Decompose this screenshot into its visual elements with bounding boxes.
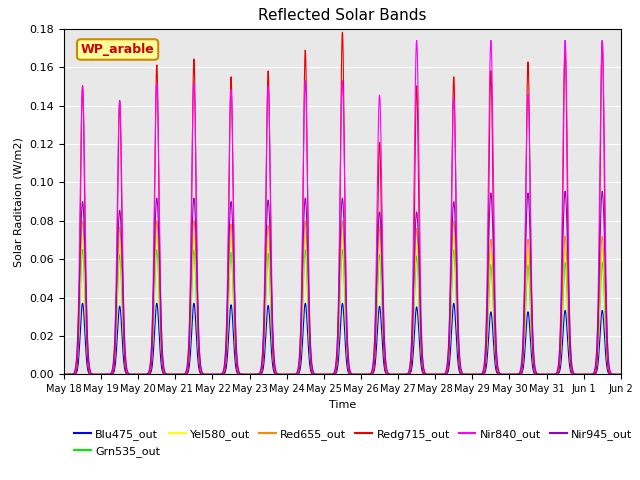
Redg715_out: [160, 371, 168, 377]
X-axis label: Time: Time: [329, 400, 356, 409]
Nir945_out: [60, 372, 68, 377]
Nir945_out: [322, 372, 330, 377]
Line: Nir945_out: Nir945_out: [64, 191, 621, 374]
Blu475_out: [467, 372, 475, 377]
Yel580_out: [616, 372, 624, 377]
Nir840_out: [499, 372, 506, 377]
Grn535_out: [161, 371, 168, 376]
Line: Grn535_out: Grn535_out: [64, 250, 621, 374]
Blu475_out: [436, 372, 444, 377]
Yel580_out: [499, 372, 507, 377]
Redg715_out: [617, 372, 625, 377]
Line: Nir840_out: Nir840_out: [64, 40, 621, 374]
Nir840_out: [160, 368, 168, 374]
Red655_out: [467, 372, 475, 377]
Blu475_out: [617, 372, 625, 377]
Blu475_out: [616, 372, 624, 377]
Red655_out: [161, 369, 168, 374]
Nir840_out: [60, 372, 68, 377]
Redg715_out: [436, 372, 444, 377]
Red655_out: [60, 372, 68, 377]
Blu475_out: [60, 372, 68, 377]
Grn535_out: [617, 372, 625, 377]
Yel580_out: [467, 372, 475, 377]
Red655_out: [617, 372, 625, 377]
Blu475_out: [499, 372, 507, 377]
Grn535_out: [79, 247, 86, 252]
Blu475_out: [322, 372, 330, 377]
Red655_out: [616, 372, 624, 377]
Line: Redg715_out: Redg715_out: [64, 32, 621, 374]
Nir840_out: [598, 37, 606, 43]
Line: Red655_out: Red655_out: [64, 221, 621, 374]
Nir945_out: [160, 366, 168, 372]
Nir945_out: [467, 372, 475, 377]
Nir945_out: [499, 372, 506, 377]
Nir840_out: [322, 372, 330, 377]
Nir945_out: [436, 372, 444, 377]
Grn535_out: [616, 372, 624, 377]
Redg715_out: [616, 372, 624, 377]
Nir945_out: [598, 188, 606, 194]
Nir840_out: [617, 372, 625, 377]
Nir945_out: [617, 372, 625, 377]
Blu475_out: [79, 300, 86, 306]
Nir840_out: [616, 372, 624, 377]
Redg715_out: [322, 372, 330, 377]
Line: Blu475_out: Blu475_out: [64, 303, 621, 374]
Yel580_out: [617, 372, 625, 377]
Grn535_out: [499, 372, 507, 377]
Yel580_out: [322, 372, 330, 377]
Red655_out: [79, 218, 86, 224]
Grn535_out: [467, 372, 475, 377]
Grn535_out: [436, 372, 444, 377]
Yel580_out: [436, 372, 444, 377]
Nir945_out: [616, 372, 624, 377]
Legend: Blu475_out, Grn535_out, Yel580_out, Red655_out, Redg715_out, Nir840_out, Nir945_: Blu475_out, Grn535_out, Yel580_out, Red6…: [70, 425, 637, 461]
Red655_out: [499, 372, 507, 377]
Grn535_out: [60, 372, 68, 377]
Yel580_out: [60, 372, 68, 377]
Redg715_out: [339, 29, 346, 35]
Red655_out: [436, 372, 444, 377]
Blu475_out: [161, 371, 168, 377]
Y-axis label: Solar Raditaion (W/m2): Solar Raditaion (W/m2): [14, 137, 24, 266]
Redg715_out: [467, 372, 475, 377]
Title: Reflected Solar Bands: Reflected Solar Bands: [258, 9, 427, 24]
Redg715_out: [60, 372, 68, 377]
Yel580_out: [161, 370, 168, 375]
Nir840_out: [436, 372, 444, 377]
Grn535_out: [322, 372, 330, 377]
Yel580_out: [79, 233, 86, 239]
Redg715_out: [499, 372, 507, 377]
Text: WP_arable: WP_arable: [81, 43, 154, 56]
Line: Yel580_out: Yel580_out: [64, 236, 621, 374]
Nir840_out: [467, 372, 475, 377]
Red655_out: [322, 372, 330, 377]
